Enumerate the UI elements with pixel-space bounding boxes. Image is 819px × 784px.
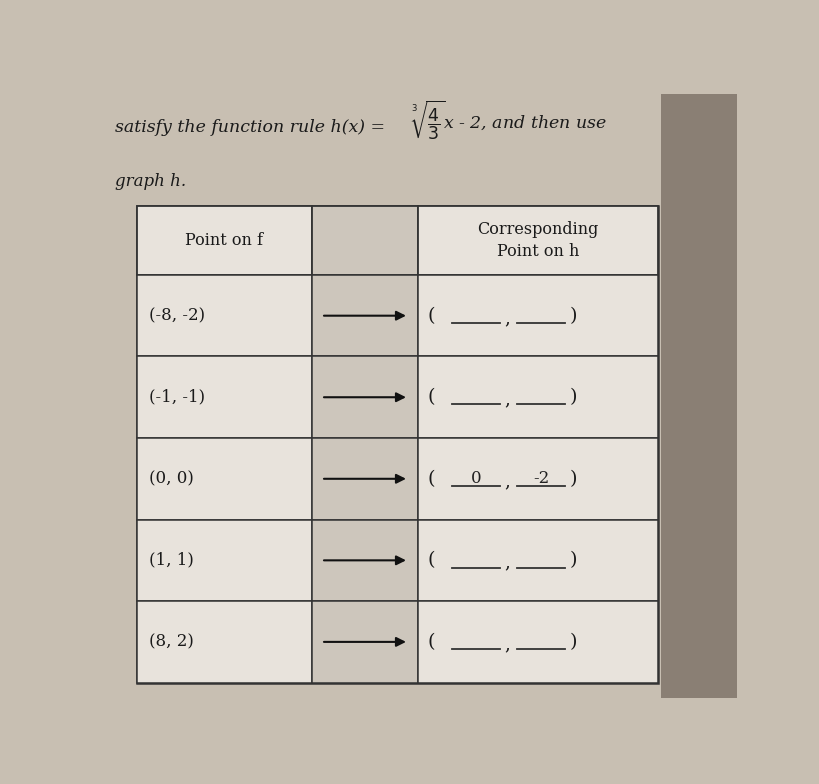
- Text: Corresponding
Point on h: Corresponding Point on h: [477, 221, 599, 260]
- Bar: [138, 438, 312, 520]
- Text: 0: 0: [470, 470, 481, 488]
- Bar: [312, 438, 419, 520]
- Bar: [419, 357, 658, 438]
- Text: Point on f: Point on f: [185, 232, 264, 249]
- Text: satisfy the function rule h(x) =: satisfy the function rule h(x) =: [115, 119, 385, 136]
- Bar: [138, 275, 312, 357]
- Text: ): ): [570, 551, 577, 569]
- Text: ,: ,: [505, 390, 510, 408]
- Text: (-1, -1): (-1, -1): [149, 389, 205, 406]
- Text: ): ): [570, 307, 577, 325]
- Text: ,: ,: [505, 554, 510, 572]
- Bar: [419, 438, 658, 520]
- Text: (1, 1): (1, 1): [149, 552, 193, 569]
- Bar: [312, 601, 419, 683]
- Text: graph h.: graph h.: [115, 173, 186, 190]
- Text: (: (: [428, 388, 436, 406]
- Bar: [419, 601, 658, 683]
- Bar: [419, 520, 658, 601]
- Text: ,: ,: [505, 635, 510, 653]
- Text: -2: -2: [533, 470, 550, 488]
- Text: (: (: [428, 633, 436, 651]
- Bar: [661, 94, 737, 698]
- Text: (: (: [428, 551, 436, 569]
- Text: (: (: [428, 307, 436, 325]
- Text: ): ): [570, 388, 577, 406]
- Bar: [312, 275, 419, 357]
- Text: ): ): [570, 633, 577, 651]
- Text: ): ): [570, 470, 577, 488]
- Bar: [138, 205, 312, 275]
- Bar: [138, 601, 312, 683]
- Text: (-8, -2): (-8, -2): [149, 307, 205, 325]
- Bar: [312, 205, 419, 275]
- Bar: [138, 357, 312, 438]
- Text: $\sqrt[3]{\dfrac{4}{3}}$x - 2, and then use: $\sqrt[3]{\dfrac{4}{3}}$x - 2, and then …: [410, 98, 607, 142]
- Text: ,: ,: [505, 472, 510, 490]
- Bar: [419, 275, 658, 357]
- Bar: [312, 357, 419, 438]
- Text: ,: ,: [505, 309, 510, 327]
- Bar: [138, 520, 312, 601]
- Text: (: (: [428, 470, 436, 488]
- Text: (8, 2): (8, 2): [149, 633, 193, 651]
- Bar: [138, 205, 658, 683]
- Bar: [312, 520, 419, 601]
- Text: (0, 0): (0, 0): [149, 470, 193, 488]
- Bar: [419, 205, 658, 275]
